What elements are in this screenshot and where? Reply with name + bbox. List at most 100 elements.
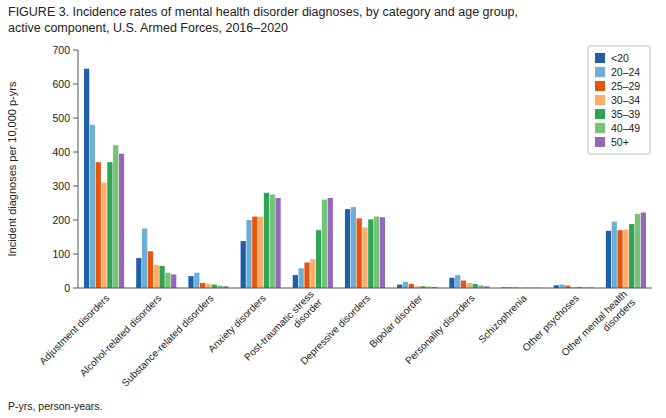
y-tick-label: 200 <box>52 214 70 226</box>
legend-swatch <box>595 67 605 77</box>
bar <box>107 162 112 288</box>
bar <box>380 217 385 288</box>
bar <box>328 198 333 288</box>
y-tick <box>73 152 78 153</box>
bar <box>310 259 315 288</box>
bar <box>397 285 402 288</box>
footnote: P-yrs, person-years. <box>8 400 103 412</box>
bar <box>188 276 193 288</box>
bar <box>635 214 640 288</box>
x-tick-label: Other mental healthdisorders <box>559 288 637 366</box>
bar <box>461 281 466 288</box>
bar <box>612 222 617 288</box>
legend-swatch <box>595 123 605 133</box>
bar <box>136 258 141 288</box>
bar <box>345 209 350 288</box>
bar <box>351 207 356 288</box>
legend-label: 35–39 <box>611 108 640 120</box>
bar <box>629 224 634 288</box>
bar <box>473 284 478 288</box>
y-tick <box>73 50 78 51</box>
bar <box>374 217 379 288</box>
y-tick-label: 400 <box>52 146 70 158</box>
bar <box>449 278 454 288</box>
y-tick-label: 0 <box>64 282 70 294</box>
bar <box>200 283 205 288</box>
bar <box>606 231 611 288</box>
y-tick <box>73 288 78 289</box>
bar <box>252 217 257 288</box>
bar <box>293 275 298 288</box>
y-tick-label: 600 <box>52 78 70 90</box>
y-axis-line <box>78 50 79 288</box>
y-tick <box>73 84 78 85</box>
bar <box>194 273 199 288</box>
bar <box>403 282 408 288</box>
bar <box>154 265 159 288</box>
legend-label: 30–34 <box>611 94 640 106</box>
bar <box>246 220 251 288</box>
bar <box>148 251 153 288</box>
bar <box>304 263 309 289</box>
bar <box>316 230 321 288</box>
bar <box>322 200 327 288</box>
bar <box>101 183 106 288</box>
bars <box>84 69 646 288</box>
chart: FIGURE 3. Incidence rates of mental heal… <box>0 0 666 418</box>
legend-label: 25–29 <box>611 80 640 92</box>
bar <box>119 154 124 288</box>
y-tick <box>73 186 78 187</box>
bar <box>212 285 217 288</box>
legend-swatch <box>595 95 605 105</box>
y-tick-label: 700 <box>52 44 70 56</box>
bar <box>559 285 564 288</box>
bar <box>617 230 622 288</box>
legend-swatch <box>595 137 605 147</box>
legend-label: 50+ <box>611 136 629 148</box>
bar <box>641 213 646 288</box>
bar <box>165 273 170 288</box>
y-tick <box>73 118 78 119</box>
y-axis: 0 100 200 300 400 500 600 700 <box>52 44 78 294</box>
bar <box>455 275 460 288</box>
bar <box>113 145 118 288</box>
bar <box>258 217 263 288</box>
legend-label: 40–49 <box>611 122 640 134</box>
bar <box>142 229 147 289</box>
bar <box>275 198 280 288</box>
x-tick-label: Personality disorders <box>403 292 477 366</box>
x-tick-label: Substance-related disorders <box>119 292 215 388</box>
legend-box <box>588 46 650 154</box>
x-tick-label: Bipolar disorder <box>367 292 425 350</box>
legend: <20 20–24 25–29 30–34 35–39 40–49 50+ <box>588 46 650 154</box>
bar <box>241 241 246 288</box>
bar <box>206 284 211 288</box>
y-tick <box>73 220 78 221</box>
bar <box>357 218 362 288</box>
bar <box>90 125 95 288</box>
y-tick <box>73 254 78 255</box>
title: FIGURE 3. Incidence rates of mental heal… <box>8 5 518 35</box>
bar <box>159 266 164 288</box>
x-tick-label: Schizophrenia <box>476 292 529 345</box>
bar <box>84 69 89 288</box>
legend-label: <20 <box>611 52 629 64</box>
legend-swatch <box>595 53 605 63</box>
bar <box>623 230 628 288</box>
bar <box>368 219 373 288</box>
bar <box>467 283 472 288</box>
legend-label: 20–24 <box>611 66 640 78</box>
y-tick-label: 500 <box>52 112 70 124</box>
legend-swatch <box>595 81 605 91</box>
x-axis-line <box>78 288 652 289</box>
bar <box>96 162 101 288</box>
x-tick-label: Depressive disorders <box>298 292 372 366</box>
y-tick-label: 300 <box>52 180 70 192</box>
bar <box>270 195 275 289</box>
x-axis: Adjustment disordersAlcohol-related diso… <box>37 288 637 389</box>
x-tick-label: Alcohol-related disorders <box>78 292 164 378</box>
bar <box>362 227 367 288</box>
y-tick-label: 100 <box>52 248 70 260</box>
y-axis-label: Incident diagnoses per 10,000 p-yrs <box>6 81 18 256</box>
bar <box>264 193 269 288</box>
